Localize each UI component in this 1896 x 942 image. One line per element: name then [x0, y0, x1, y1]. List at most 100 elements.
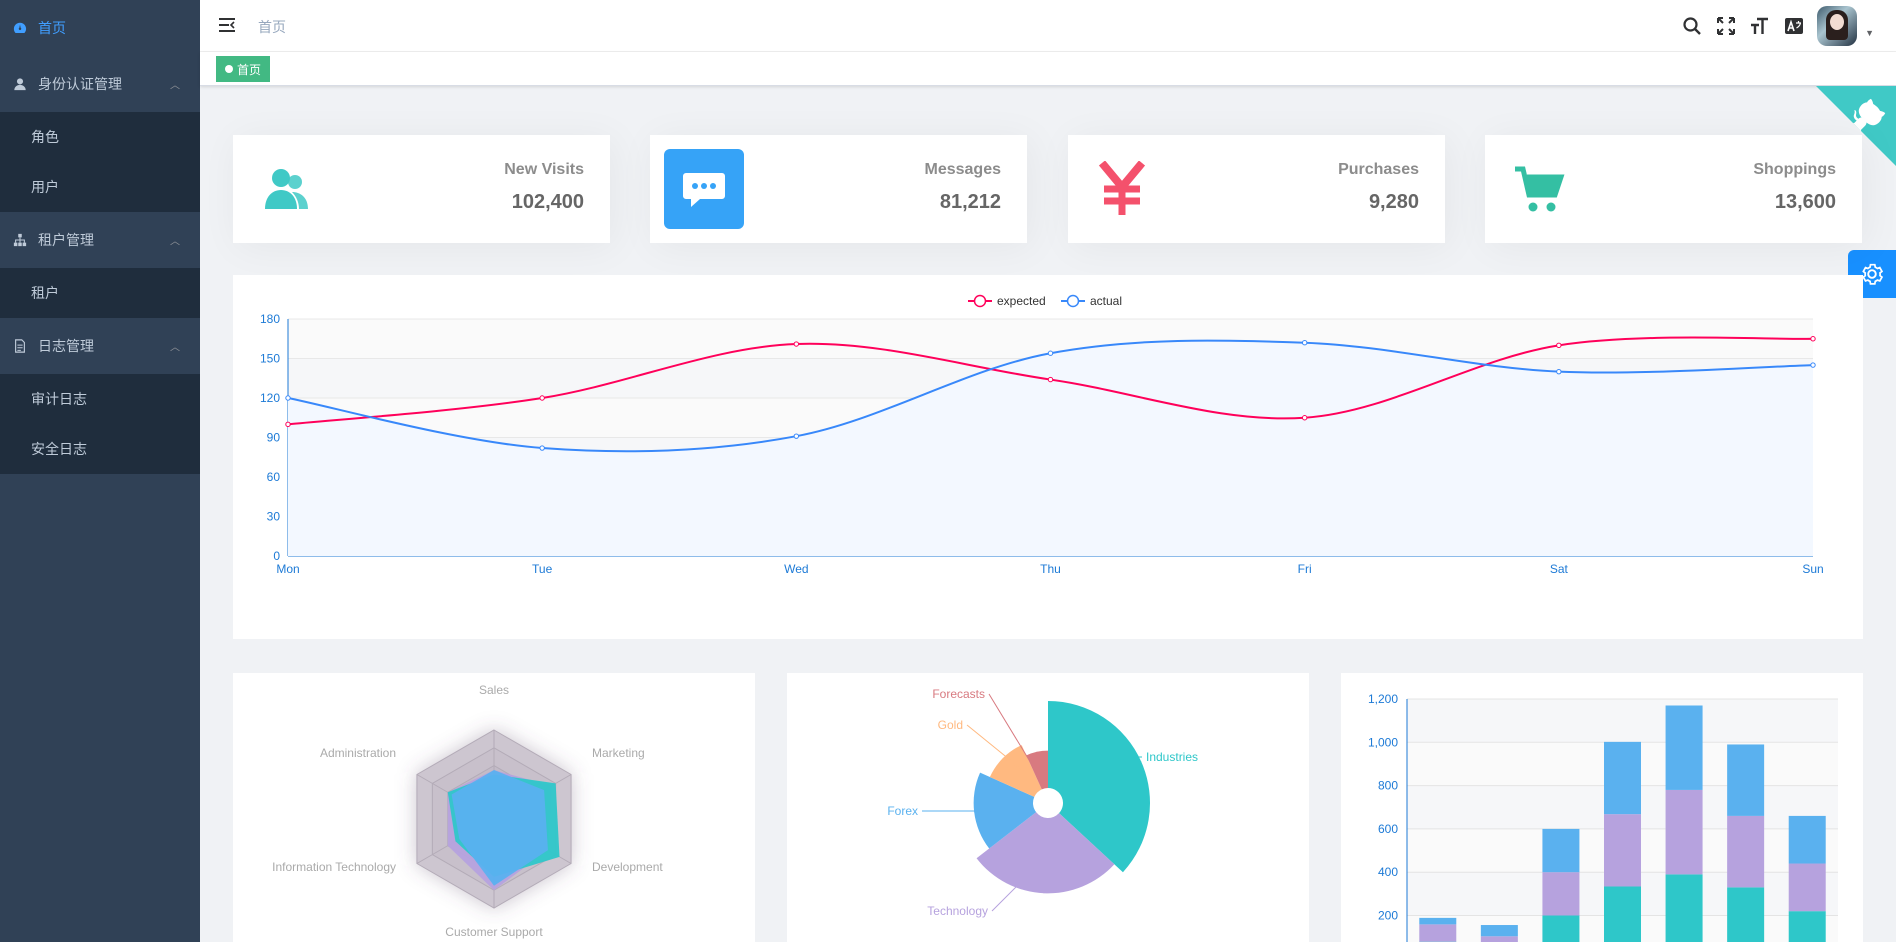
sidebar: 首页 身份认证管理 ︿ 角色 用户 租户管理 ︿ 租户 日志 — [0, 0, 200, 942]
sidebar-item-label: 首页 — [38, 20, 66, 36]
card-value: 9,280 — [1368, 191, 1419, 213]
pie-slice-forecasts — [1026, 750, 1048, 790]
submenu-tenant: 租户 — [0, 268, 200, 318]
bar-pageB-sun — [1788, 863, 1826, 912]
y-tick-label: 0 — [273, 549, 280, 563]
data-point — [1556, 368, 1562, 375]
stat-card-messages[interactable]: Messages 81,212 — [650, 135, 1027, 243]
tag-label: 首页 — [237, 62, 262, 77]
pie-label: Forecasts — [932, 687, 985, 701]
sidebar-item-label: 租户管理 — [38, 232, 94, 248]
y-tick-label: 180 — [260, 312, 280, 326]
card-title: Messages — [924, 161, 1002, 178]
y-tick-label: 90 — [267, 431, 281, 445]
stat-card-purchases[interactable]: Purchases 9,280 — [1068, 135, 1445, 243]
radar-indicator-label: Customer Support — [445, 925, 543, 939]
data-point — [539, 395, 545, 401]
sidebar-item-security-log[interactable]: 安全日志 — [0, 424, 200, 474]
radar-series-2 — [451, 770, 548, 886]
sidebar-item-label: 用户 — [31, 179, 59, 195]
legend-marker — [973, 294, 987, 308]
bar-pageC-mon — [1419, 917, 1457, 925]
navbar: 首页 ▼ — [200, 0, 1896, 52]
bar-pageA-fri — [1665, 874, 1703, 942]
y-tick-label: 800 — [1378, 779, 1398, 793]
legend-marker — [1066, 294, 1080, 308]
line-chart-panel: 0 30 60 90 120 150 180 Mon Tue Wed Thu Fri Sat Sun exp… — [233, 275, 1863, 639]
hamburger-icon[interactable] — [217, 15, 237, 35]
search-icon[interactable] — [1675, 6, 1709, 46]
fullscreen-icon[interactable] — [1709, 6, 1743, 46]
tags-view: 首页 — [200, 52, 1896, 86]
dashboard-icon — [12, 20, 28, 36]
bar-chart: 200 400 600 800 1,000 1,200 — [1368, 692, 1838, 942]
data-point — [285, 395, 291, 401]
stat-card-visits[interactable]: New Visits 102,400 — [233, 135, 610, 243]
bar-pageB-mon — [1419, 924, 1457, 942]
chevron-up-icon: ︿ — [170, 342, 180, 354]
font-size-icon[interactable] — [1743, 6, 1777, 46]
pie-label: Industries — [1146, 750, 1198, 764]
sidebar-item-home[interactable]: 首页 — [0, 0, 200, 56]
card-title: New Visits — [504, 161, 584, 178]
github-corner-icon[interactable] — [1816, 86, 1896, 166]
pie-chart: Industries Technology Forex Gold Forecasts — [887, 687, 1198, 918]
bar-pageC-thu — [1604, 741, 1641, 815]
pie-slice-gold — [989, 745, 1042, 797]
x-tick-label: Thu — [1040, 562, 1061, 576]
gear-icon — [1862, 263, 1884, 285]
bar-pageC-sun — [1788, 815, 1826, 864]
sidebar-item-audit-log[interactable]: 审计日志 — [0, 374, 200, 424]
bar-chart-panel: 200 400 600 800 1,000 1,200 — [1341, 673, 1863, 942]
card-value: 13,600 — [1774, 191, 1836, 213]
sidebar-item-tenant-management[interactable]: 租户管理 ︿ — [0, 212, 200, 268]
card-title: Purchases — [1338, 161, 1419, 178]
sidebar-item-role[interactable]: 角色 — [0, 112, 200, 162]
radar-chart: Sales Marketing Development Customer Suppor… — [272, 683, 663, 939]
card-title: Shoppings — [1753, 161, 1836, 178]
split-area — [1407, 699, 1838, 743]
bar-pageB-sat — [1727, 815, 1765, 888]
pie-chart-panel: Industries Technology Forex Gold Forecasts — [787, 673, 1309, 942]
pie-label-line — [966, 724, 1032, 778]
pie-label: Gold — [938, 718, 963, 732]
bar-pageA-sat — [1727, 887, 1765, 942]
data-point — [793, 341, 800, 347]
legend-label: expected — [997, 294, 1046, 308]
line-chart: 0 30 60 90 120 150 180 Mon Tue Wed Thu Fri Sat Sun exp… — [260, 294, 1824, 576]
bar-pageA-sun — [1788, 911, 1826, 942]
sidebar-item-label: 角色 — [31, 129, 59, 145]
sidebar-item-label: 租户 — [31, 285, 59, 301]
bar-pageB-fri — [1665, 789, 1703, 875]
y-tick-label: 600 — [1378, 822, 1398, 836]
data-point — [1556, 342, 1562, 349]
caret-down-icon[interactable]: ▼ — [1865, 28, 1874, 38]
shopping-cart-icon — [1499, 149, 1579, 229]
radar-indicator-label: Marketing — [592, 746, 645, 760]
y-tick-label: 1,200 — [1368, 692, 1398, 706]
peoples-icon — [247, 149, 327, 229]
avatar[interactable] — [1817, 6, 1858, 46]
sidebar-item-user[interactable]: 用户 — [0, 162, 200, 212]
x-tick-label: Wed — [784, 562, 808, 576]
data-point — [793, 433, 800, 439]
sidebar-item-log-management[interactable]: 日志管理 ︿ — [0, 318, 200, 374]
active-dot-icon — [225, 65, 233, 73]
x-tick-label: Sun — [1802, 562, 1823, 576]
bar-pageB-thu — [1604, 814, 1641, 887]
pie-label: Forex — [887, 804, 918, 818]
bar-pageC-sat — [1727, 744, 1765, 816]
pie-label: Technology — [927, 904, 988, 918]
stat-card-shoppings[interactable]: Shoppings 13,600 — [1485, 135, 1862, 243]
tag-home[interactable]: 首页 — [216, 56, 271, 82]
sidebar-item-identity[interactable]: 身份认证管理 ︿ — [0, 56, 200, 112]
language-icon[interactable] — [1777, 6, 1811, 46]
data-point — [1810, 336, 1816, 342]
legend-label: actual — [1090, 294, 1122, 308]
sidebar-item-tenant[interactable]: 租户 — [0, 268, 200, 318]
data-point — [539, 445, 545, 451]
chevron-up-icon: ︿ — [170, 236, 180, 248]
breadcrumb[interactable]: 首页 — [258, 19, 286, 35]
radar-indicator-label: Administration — [320, 746, 396, 760]
